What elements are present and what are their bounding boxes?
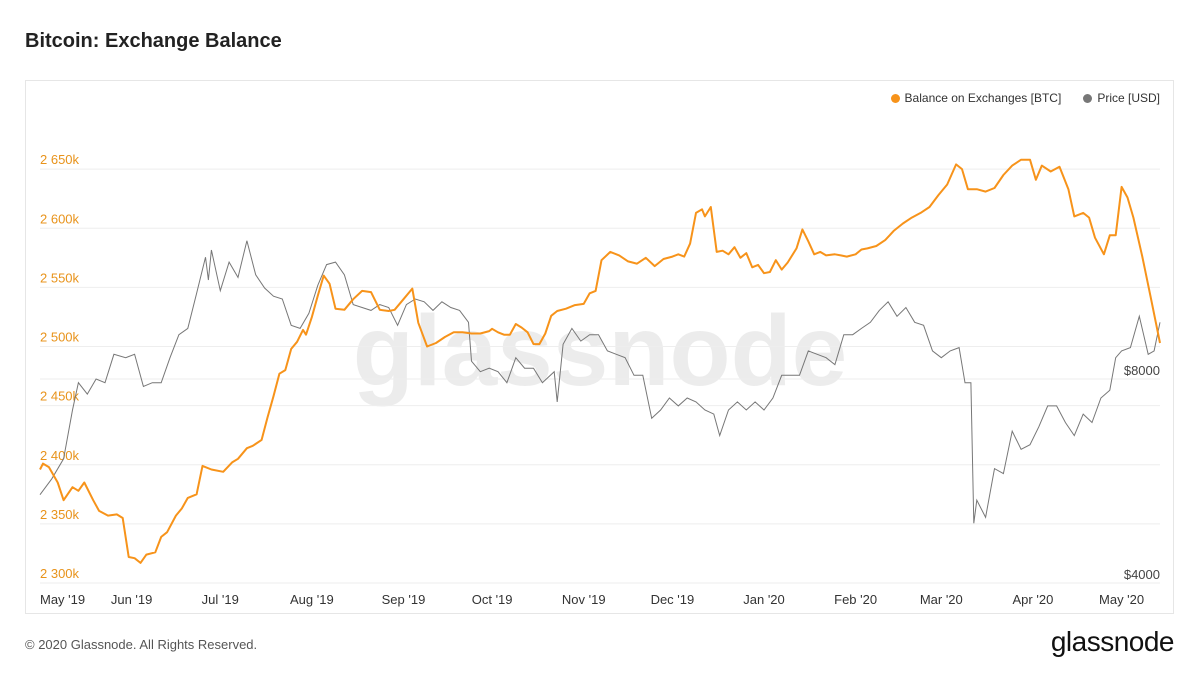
legend-label-price: Price [USD]	[1097, 91, 1160, 105]
y-tick-label-left: 2 600k	[40, 211, 80, 226]
x-tick-label: Feb '20	[834, 592, 877, 607]
y-tick-label-right: $8000	[1124, 363, 1160, 378]
x-tick-label: Nov '19	[562, 592, 606, 607]
x-tick-label: Sep '19	[382, 592, 426, 607]
x-tick-label: Oct '19	[472, 592, 513, 607]
x-tick-label: Jun '19	[111, 592, 153, 607]
chart-legend: Balance on Exchanges [BTC] Price [USD]	[890, 91, 1160, 105]
chart-frame	[25, 80, 1174, 614]
legend-label-balance: Balance on Exchanges [BTC]	[904, 91, 1062, 105]
x-tick-label: Dec '19	[651, 592, 695, 607]
legend-marker-balance	[890, 93, 900, 103]
x-tick-label: May '19	[40, 592, 85, 607]
page-title: Bitcoin: Exchange Balance	[25, 30, 282, 52]
y-tick-label-left: 2 650k	[40, 152, 80, 167]
y-tick-label-left: 2 550k	[40, 270, 80, 285]
x-tick-label: Aug '19	[290, 592, 334, 607]
grid-lines	[40, 168, 1160, 584]
legend-item-price[interactable]: Price [USD]	[1083, 91, 1160, 105]
legend-item-balance[interactable]: Balance on Exchanges [BTC]	[890, 91, 1062, 105]
legend-marker-price	[1083, 93, 1093, 103]
y-tick-label-left: 2 500k	[40, 330, 80, 345]
x-tick-label: Mar '20	[920, 592, 963, 607]
y-tick-label-left: 2 300k	[40, 566, 80, 581]
balance-series-line	[39, 158, 1161, 564]
x-tick-label: Apr '20	[1013, 592, 1054, 607]
brand-logo[interactable]: glassnode	[1050, 626, 1175, 657]
y-tick-label-left: 2 350k	[40, 507, 80, 522]
watermark-text: glassnode	[353, 295, 848, 407]
y-tick-label-left: 2 400k	[40, 448, 80, 463]
x-tick-label: Jul '19	[202, 592, 239, 607]
y-tick-label-left: 2 450k	[40, 389, 80, 404]
copyright-text: © 2020 Glassnode. All Rights Reserved.	[25, 637, 258, 652]
y-tick-label-right: $4000	[1124, 567, 1160, 582]
x-tick-label: May '20	[1099, 592, 1144, 607]
price-series-line	[39, 240, 1161, 524]
x-tick-label: Jan '20	[743, 592, 785, 607]
